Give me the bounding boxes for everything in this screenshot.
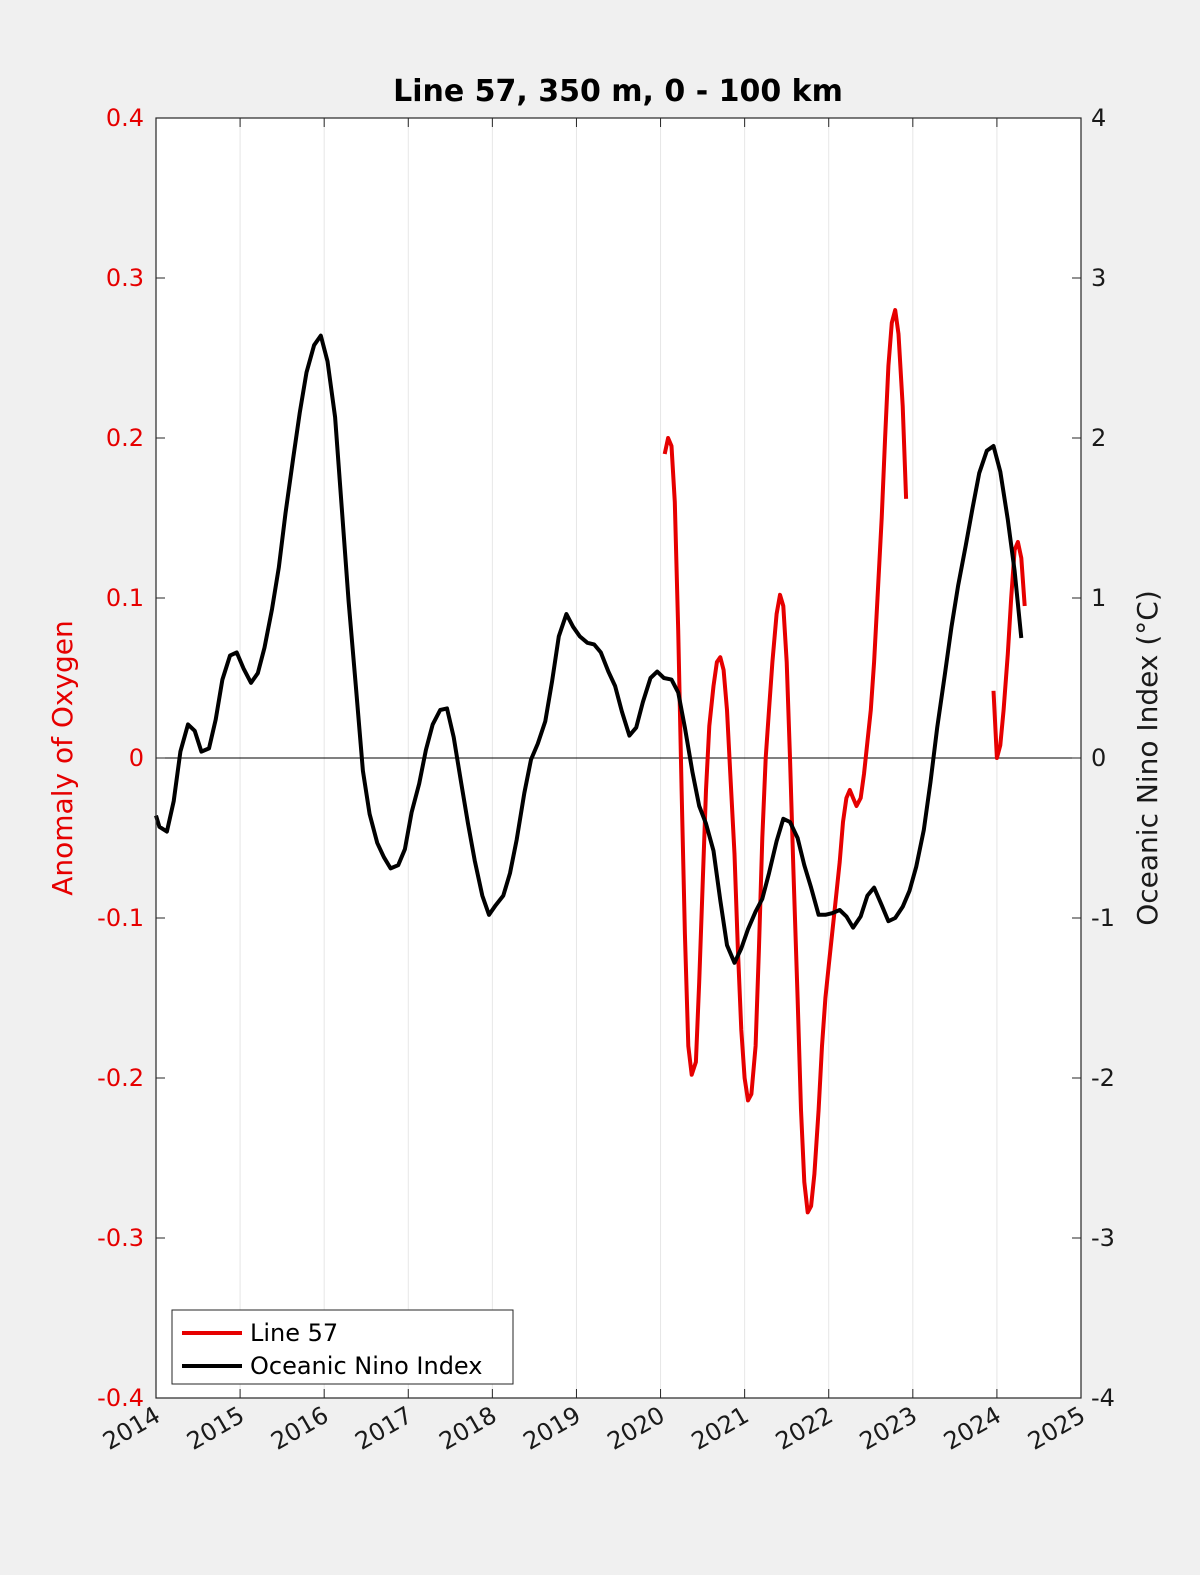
x-tick-label: 2022 xyxy=(771,1401,838,1456)
y-tick-label-left: -0.1 xyxy=(97,904,144,932)
y-tick-label-left: 0.3 xyxy=(106,264,144,292)
x-tick-label: 2019 xyxy=(519,1401,586,1456)
y-tick-label-left: -0.2 xyxy=(97,1064,144,1092)
y-tick-label-right: -3 xyxy=(1091,1224,1115,1252)
x-tick-label: 2020 xyxy=(603,1401,670,1456)
x-tick-label: 2023 xyxy=(855,1401,922,1456)
series-line-line-57 xyxy=(991,540,1027,760)
series-lines xyxy=(154,308,1027,1215)
y-axis-label-right: Oceanic Nino Index (°C) xyxy=(1131,590,1164,926)
y-tick-label-left: -0.4 xyxy=(97,1384,144,1412)
x-tick-label: 2015 xyxy=(182,1401,249,1456)
legend: Line 57 Oceanic Nino Index xyxy=(171,1309,514,1385)
y-tick-label-right: 0 xyxy=(1091,744,1106,772)
x-tick-label: 2018 xyxy=(434,1401,501,1456)
y-tick-label-left: -0.3 xyxy=(97,1224,144,1252)
legend-label-line-57: Line 57 xyxy=(250,1319,338,1347)
y-tick-label-right: 3 xyxy=(1091,264,1106,292)
x-tick-label: 2024 xyxy=(939,1401,1006,1456)
y-tick-label-right: 1 xyxy=(1091,584,1106,612)
y-tick-label-right: -1 xyxy=(1091,904,1115,932)
y-axis-label-left: Anomaly of Oxygen xyxy=(46,620,79,896)
y-tick-label-left: 0.4 xyxy=(106,104,144,132)
y-tick-label-left: 0 xyxy=(129,744,144,772)
x-tick-label: 2025 xyxy=(1023,1401,1090,1456)
y-tick-label-right: 2 xyxy=(1091,424,1106,452)
y-tick-label-right: -2 xyxy=(1091,1064,1115,1092)
legend-label-oni: Oceanic Nino Index xyxy=(250,1352,482,1380)
series-line-oceanic-nino-index xyxy=(154,333,1024,965)
series-line-line-57 xyxy=(662,308,909,1215)
y-tick-label-right: 4 xyxy=(1091,104,1106,132)
y-tick-label-left: 0.2 xyxy=(106,424,144,452)
y-tick-label-right: -4 xyxy=(1091,1384,1115,1412)
x-tick-label: 2021 xyxy=(687,1401,754,1456)
x-tick-label: 2017 xyxy=(350,1401,417,1456)
y-tick-label-left: 0.1 xyxy=(106,584,144,612)
chart-title: Line 57, 350 m, 0 - 100 km xyxy=(393,74,843,109)
x-tick-label: 2016 xyxy=(266,1401,333,1456)
legend-box xyxy=(171,1309,514,1385)
